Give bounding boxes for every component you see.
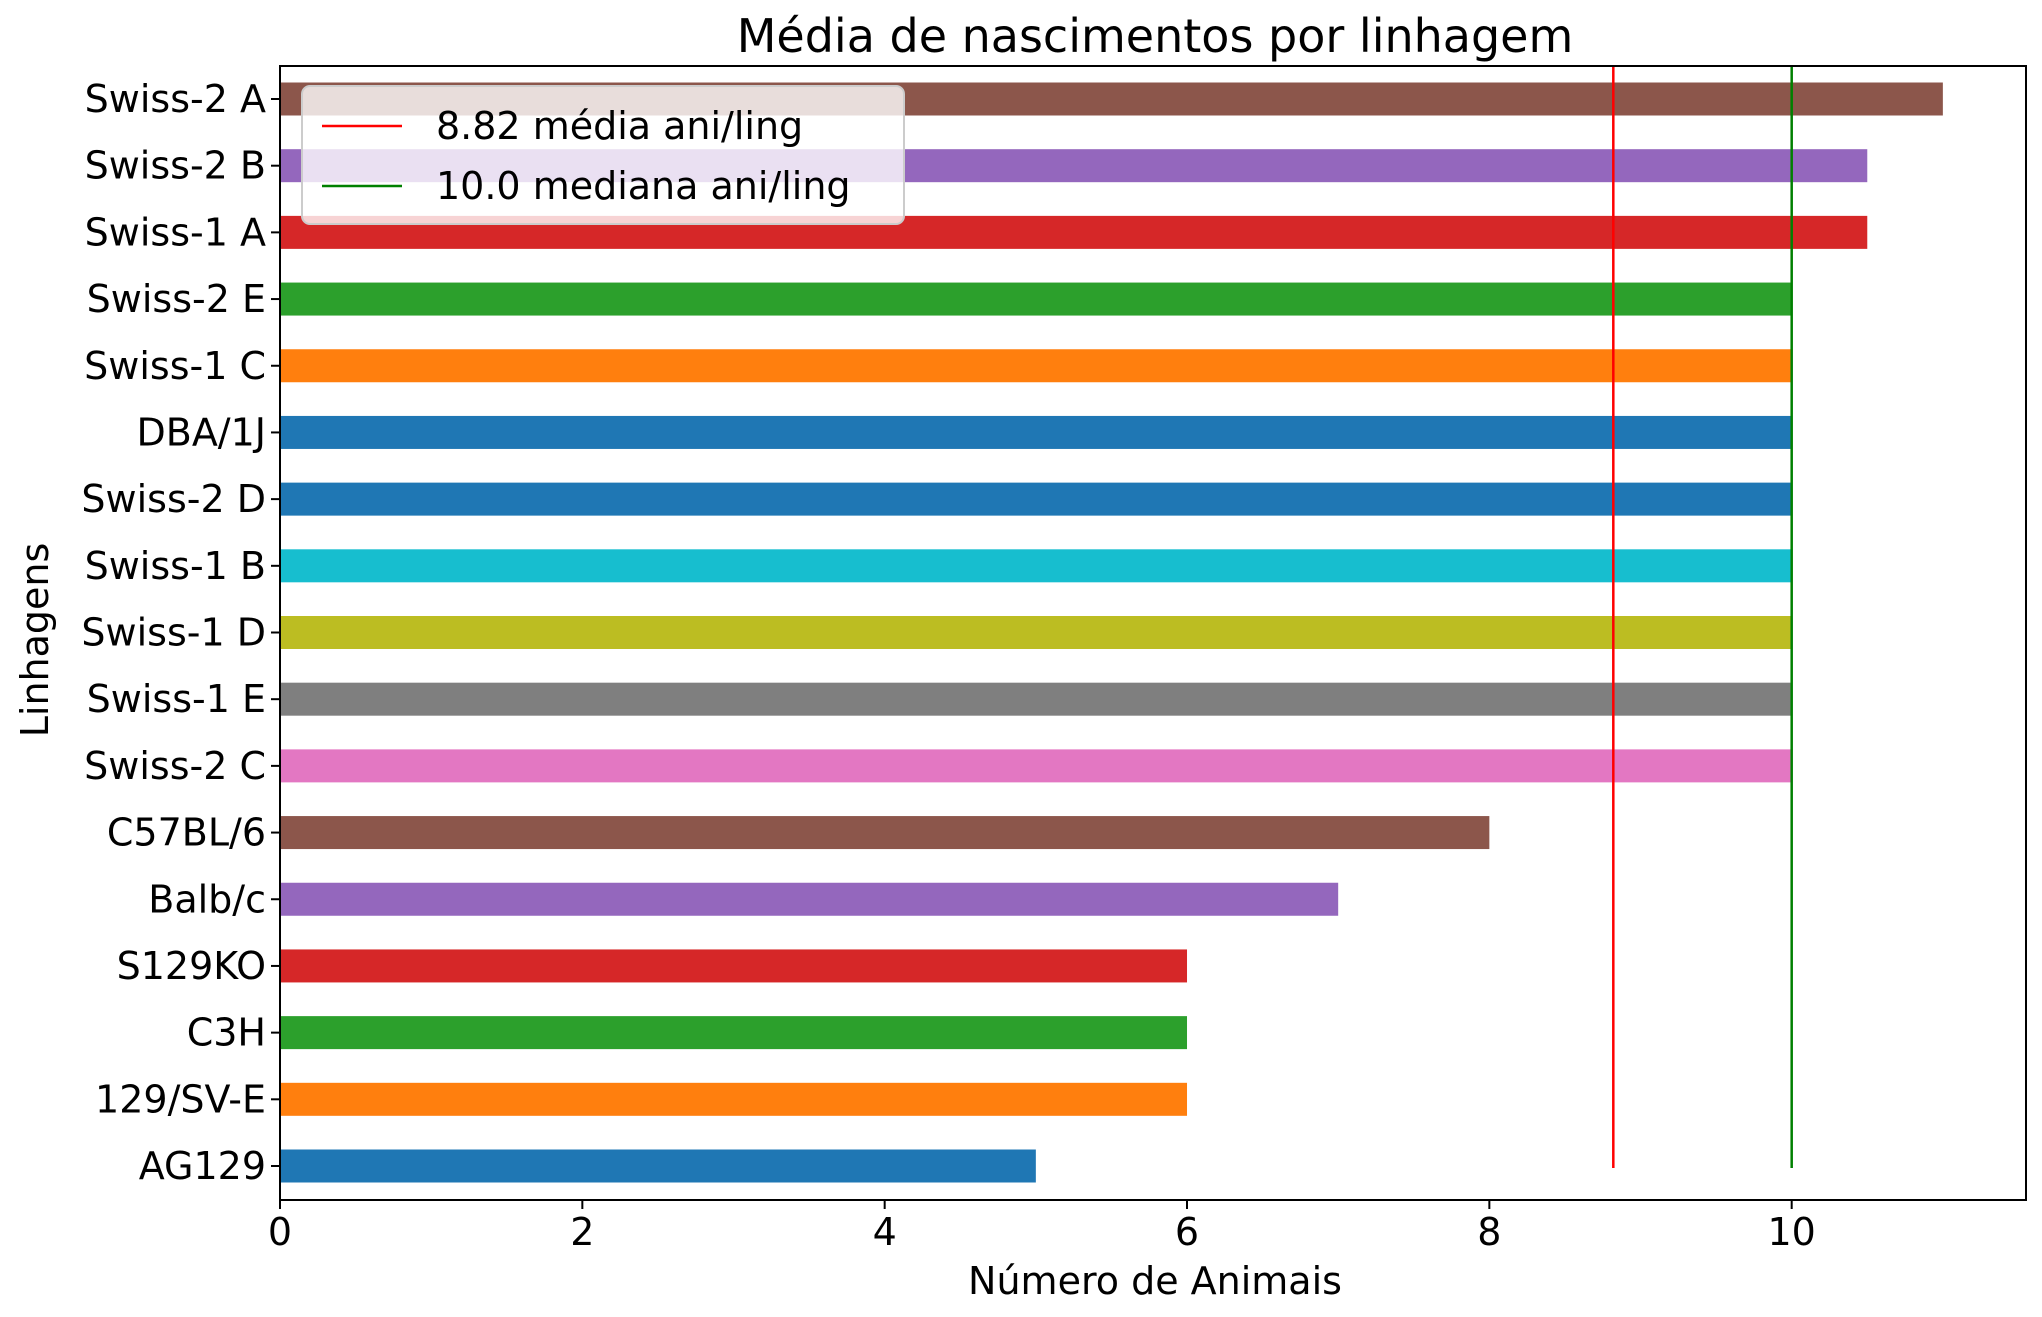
y-tick-label: C3H bbox=[187, 1011, 266, 1055]
y-tick-label: Swiss-1 D bbox=[81, 611, 266, 655]
bar bbox=[280, 282, 1792, 316]
bar bbox=[280, 749, 1792, 783]
y-tick-labels: Swiss-2 A Swiss-2 B Swiss-1 A Swiss-2 E Swis… bbox=[81, 77, 280, 1188]
bar bbox=[280, 415, 1792, 449]
y-tick-label: Swiss-1 C bbox=[84, 344, 266, 388]
y-axis-label: Linhagens bbox=[13, 543, 57, 738]
bars-group bbox=[280, 82, 1943, 1183]
x-tick-label: 6 bbox=[1175, 1210, 1199, 1254]
bar bbox=[280, 1016, 1188, 1050]
y-tick-label: Swiss-2 D bbox=[81, 477, 266, 521]
chart-title: Média de nascimentos por linhagem bbox=[737, 9, 1574, 63]
x-tick-label: 4 bbox=[873, 1210, 897, 1254]
x-tick-label: 0 bbox=[268, 1210, 292, 1254]
y-tick-label: S129KO bbox=[117, 944, 266, 988]
bar bbox=[280, 682, 1792, 716]
y-tick-label: Swiss-2 E bbox=[87, 277, 266, 321]
y-tick-label: Swiss-1 B bbox=[85, 544, 266, 588]
y-tick-label: DBA/1J bbox=[136, 410, 266, 454]
plot-frame bbox=[279, 65, 2027, 1201]
y-tick-label: Swiss-2 A bbox=[85, 77, 266, 121]
legend: 8.82 média ani/ling 10.0 mediana ani/ling bbox=[301, 85, 905, 225]
bar bbox=[280, 549, 1792, 583]
y-tick-label: Swiss-1 A bbox=[85, 210, 266, 254]
legend-label: 8.82 média ani/ling bbox=[436, 104, 803, 148]
reference-lines-group bbox=[1612, 66, 1793, 1168]
x-axis-label: Número de Animais bbox=[968, 1259, 1342, 1303]
bar bbox=[280, 482, 1792, 516]
bar bbox=[280, 816, 1490, 850]
legend-label: 10.0 mediana ani/ling bbox=[436, 164, 851, 208]
y-tick-label: AG129 bbox=[139, 1144, 266, 1188]
legend-box bbox=[301, 85, 905, 225]
bar bbox=[280, 1082, 1188, 1116]
y-tick-label: C57BL/6 bbox=[107, 811, 266, 855]
y-tick-label: 129/SV-E bbox=[95, 1077, 266, 1121]
y-tick-label: Swiss-1 E bbox=[87, 677, 266, 721]
bar bbox=[280, 616, 1792, 649]
x-tick-label: 10 bbox=[1768, 1210, 1816, 1254]
y-tick-label: Balb/c bbox=[148, 877, 266, 921]
bar bbox=[280, 949, 1188, 983]
x-tick-label: 2 bbox=[570, 1210, 594, 1254]
x-tick-labels: 0 2 4 6 8 10 bbox=[268, 1200, 1816, 1254]
x-tick-label: 8 bbox=[1477, 1210, 1501, 1254]
y-tick-label: Swiss-2 C bbox=[84, 744, 266, 788]
bar bbox=[280, 1149, 1036, 1183]
bar bbox=[280, 349, 1792, 383]
bar bbox=[280, 882, 1339, 916]
y-tick-label: Swiss-2 B bbox=[85, 144, 266, 188]
